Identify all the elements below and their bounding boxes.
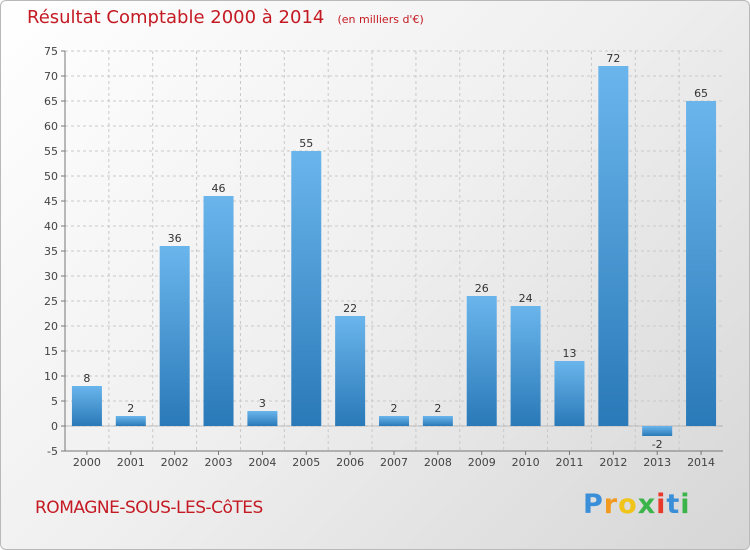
chart-header: Résultat Comptable 2000 à 2014 (en milli…: [27, 7, 424, 28]
data-label: 24: [519, 292, 533, 305]
data-label: 46: [212, 182, 226, 195]
logo-letter: t: [666, 489, 681, 520]
data-label: 65: [694, 87, 708, 100]
logo-letter: i: [680, 489, 691, 520]
x-tick-label: 2009: [468, 456, 496, 469]
y-tick-label: 20: [44, 320, 58, 333]
data-label: -2: [652, 438, 663, 451]
x-tick-label: 2012: [599, 456, 627, 469]
x-tick-label: 2001: [117, 456, 145, 469]
y-tick-label: 0: [51, 420, 58, 433]
bar: [686, 101, 717, 426]
x-tick-label: 2005: [292, 456, 320, 469]
x-tick-label: 2007: [380, 456, 408, 469]
logo-letter: x: [637, 489, 657, 520]
data-label: 2: [434, 402, 441, 415]
y-tick-label: 35: [44, 245, 58, 258]
chart-title: Résultat Comptable 2000 à 2014: [27, 7, 325, 28]
data-label: 13: [562, 347, 576, 360]
bar: [466, 296, 497, 426]
bar: [422, 416, 453, 426]
data-label: 3: [259, 397, 266, 410]
x-tick-label: 2003: [205, 456, 233, 469]
bar: [159, 246, 190, 426]
y-tick-label: 30: [44, 270, 58, 283]
logo-letter: o: [618, 489, 638, 520]
y-tick-label: 70: [44, 70, 58, 83]
y-tick-label: 60: [44, 120, 58, 133]
logo-letter: P: [583, 489, 604, 520]
bar: [554, 361, 585, 426]
x-tick-label: 2008: [424, 456, 452, 469]
logo-letter: i: [656, 489, 667, 520]
bar: [335, 316, 366, 426]
bar: [203, 196, 234, 426]
bar: [71, 386, 102, 426]
data-label: 26: [475, 282, 489, 295]
y-tick-label: 50: [44, 170, 58, 183]
logo-letter: r: [603, 489, 619, 520]
y-tick-label: 40: [44, 220, 58, 233]
axes: -5 0 5 10 15 20 25 30 35 40 45 50 55 60 65 70 75: [44, 45, 723, 458]
x-tick-label: 2013: [643, 456, 671, 469]
bar: [247, 411, 278, 426]
bars: [71, 66, 717, 436]
y-tick-label: 75: [44, 45, 58, 58]
y-tick-label: -5: [47, 445, 58, 458]
bar: [510, 306, 541, 426]
data-label: 2: [127, 402, 134, 415]
chart-subtitle: (en milliers d'€): [337, 13, 424, 26]
y-tick-label: 10: [44, 370, 58, 383]
y-tick-label: 15: [44, 345, 58, 358]
data-label: 36: [168, 232, 182, 245]
y-tick-label: 45: [44, 195, 58, 208]
data-label: 2: [391, 402, 398, 415]
bar: [291, 151, 322, 426]
data-label: 72: [606, 52, 620, 65]
x-tick-label: 2004: [248, 456, 276, 469]
x-tick-label: 2002: [161, 456, 189, 469]
bar: [598, 66, 629, 426]
y-tick-label: 5: [51, 395, 58, 408]
y-tick-label: 65: [44, 95, 58, 108]
data-label: 55: [299, 137, 313, 150]
y-tick-label: 25: [44, 295, 58, 308]
x-tick-label: 2000: [73, 456, 101, 469]
x-tick-label: 2010: [512, 456, 540, 469]
y-tick-label: 55: [44, 145, 58, 158]
commune-name: ROMAGNE-SOUS-LES-CôTES: [35, 498, 263, 518]
data-label: 8: [83, 372, 90, 385]
x-tick-label: 2014: [687, 456, 715, 469]
bar: [115, 416, 146, 426]
x-tick-label: 2006: [336, 456, 364, 469]
proxiti-logo: Proxiti: [583, 489, 691, 520]
bar: [379, 416, 409, 426]
bar: [642, 426, 673, 436]
labels: 2000820012200236200346200432005552006222…: [73, 52, 715, 469]
data-label: 22: [343, 302, 357, 315]
x-tick-label: 2011: [555, 456, 583, 469]
